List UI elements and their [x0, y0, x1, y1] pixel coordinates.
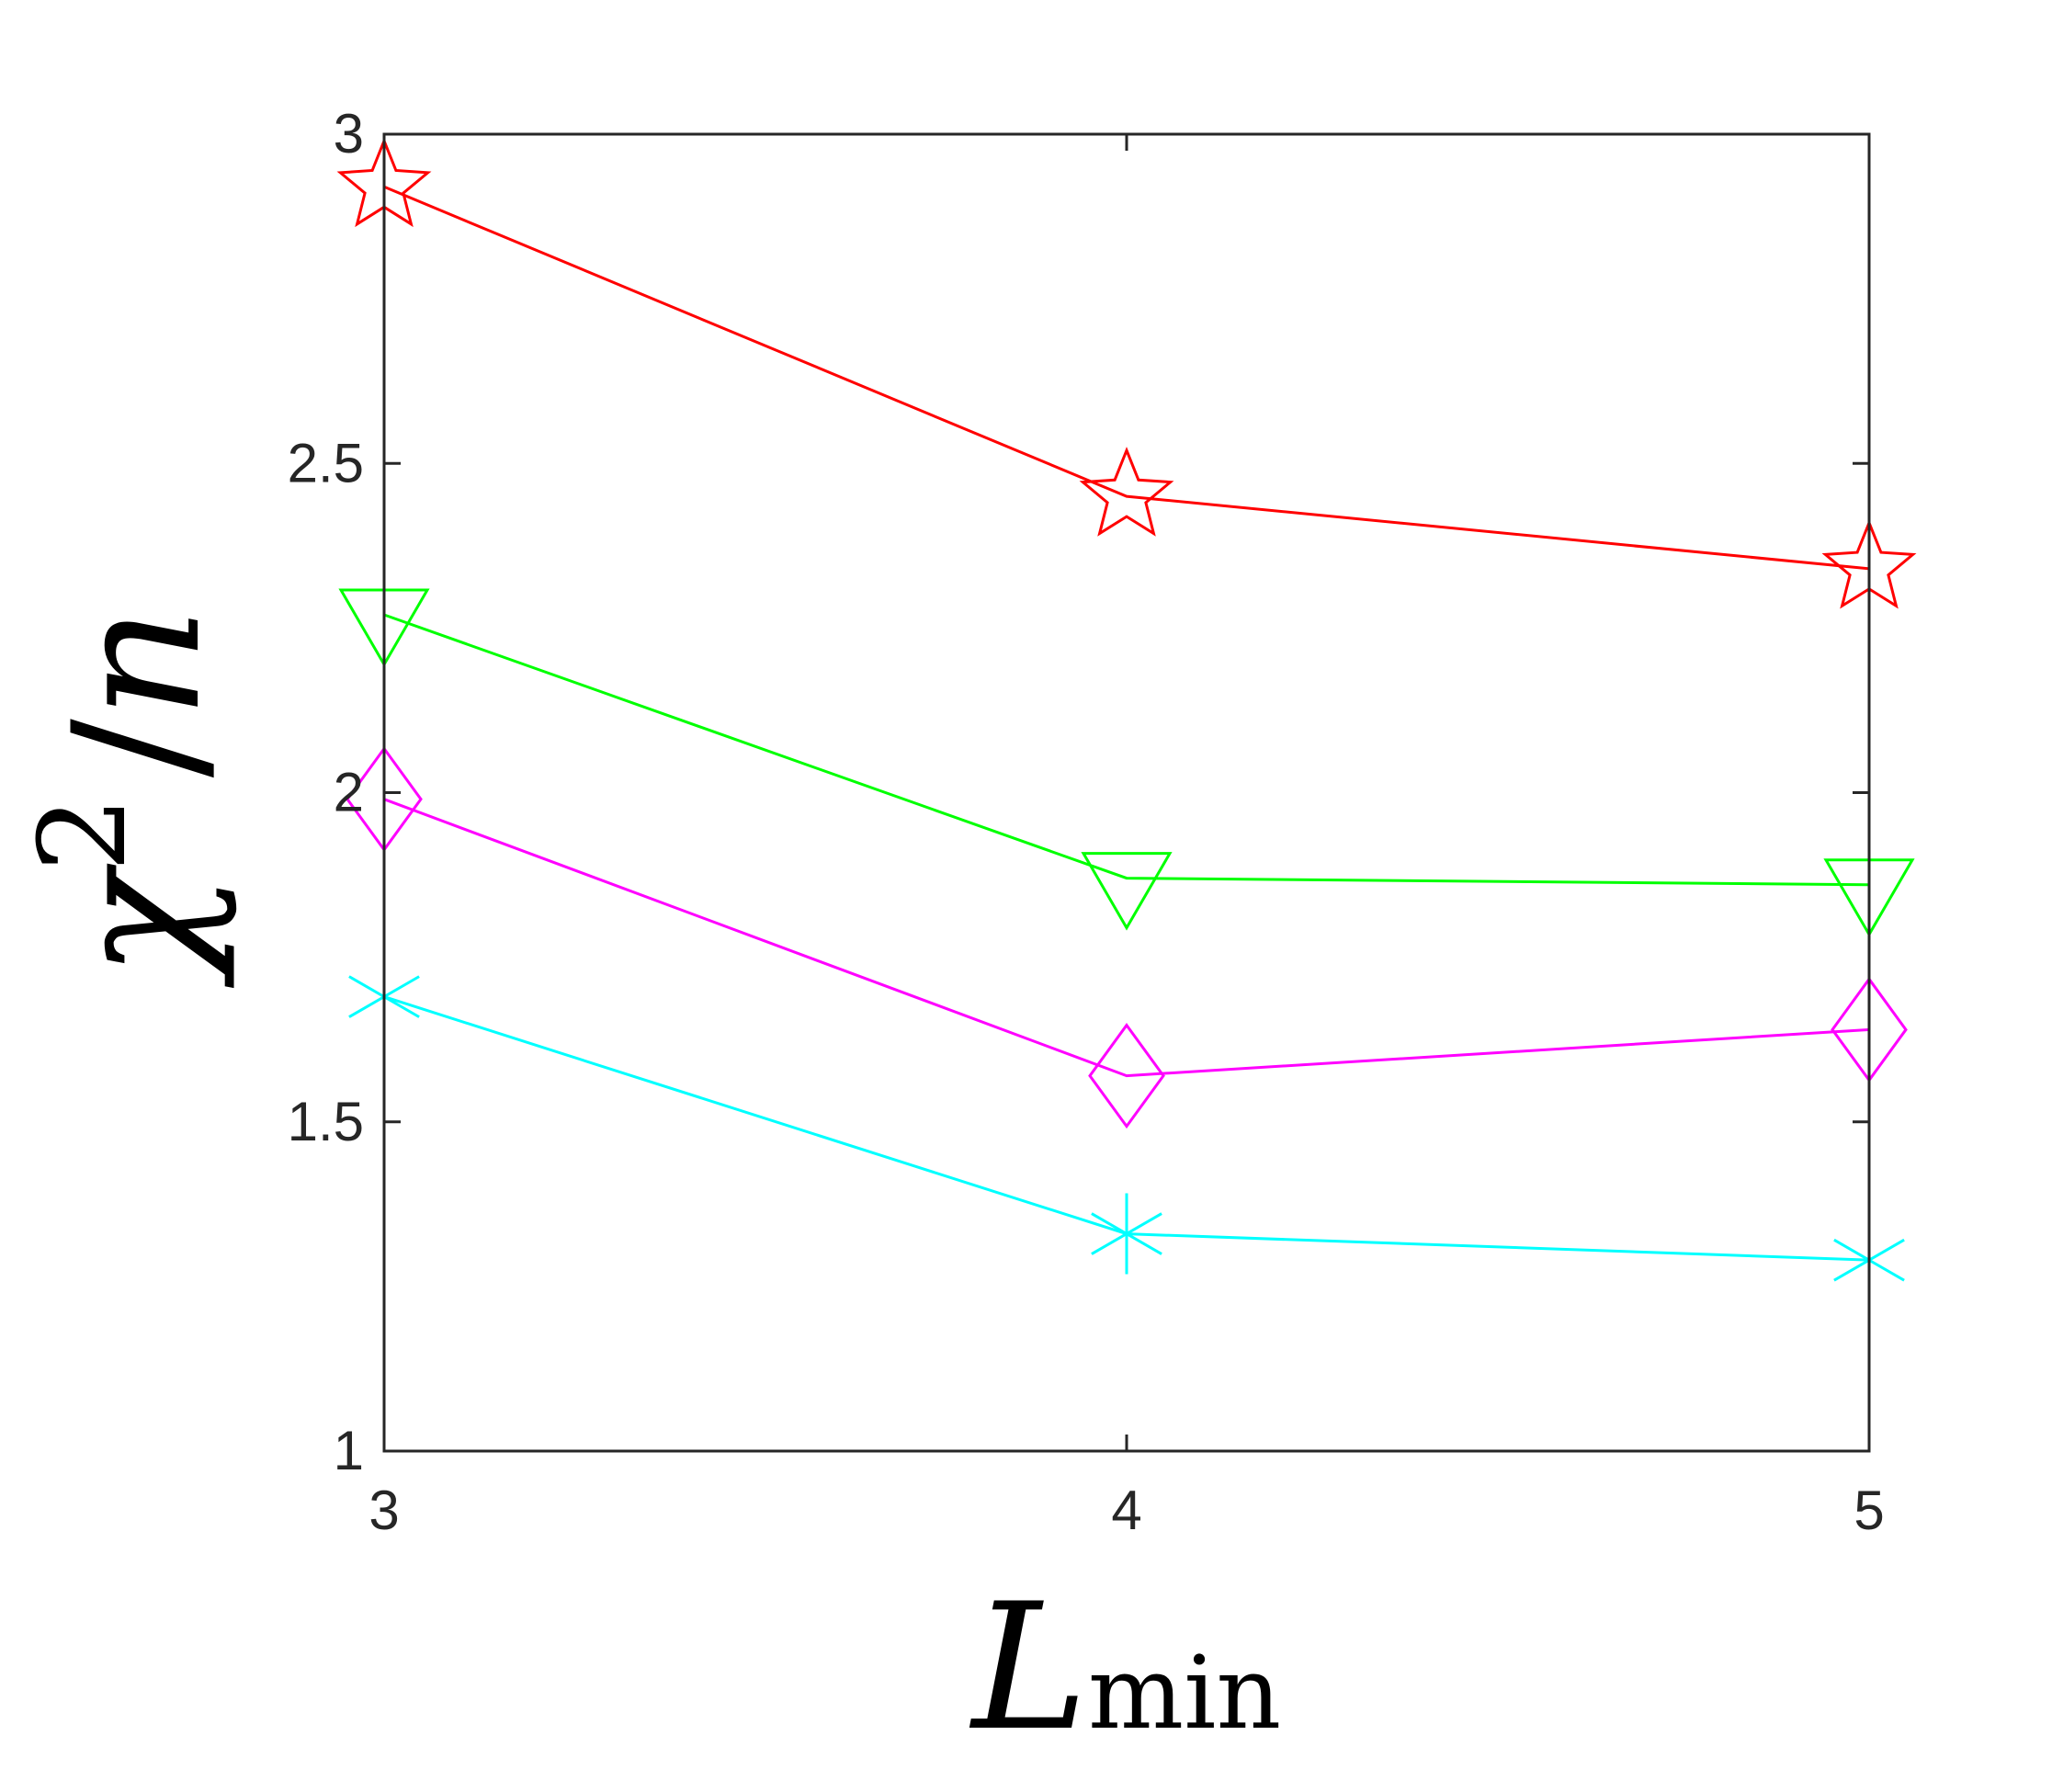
- y-label-denom: n: [36, 607, 239, 719]
- x-tick-label: 4: [1111, 1480, 1141, 1541]
- y-label-sup: 2: [13, 796, 153, 872]
- series-line: [383, 185, 1870, 571]
- x-label-sub: min: [1088, 1634, 1281, 1752]
- x-tick-label: 3: [368, 1480, 399, 1541]
- data-point-asterisk-icon: [1091, 1193, 1162, 1275]
- svg-text:χ2/n: χ2 /n: [13, 607, 239, 989]
- y-tick-label: 3: [334, 103, 364, 164]
- x-axis-label: Lmin: [969, 1566, 1282, 1769]
- data-point-triangle-down-icon: [1081, 852, 1173, 931]
- series-0: [336, 137, 1917, 609]
- series-line: [383, 798, 1870, 1078]
- y-tick-label: 1: [334, 1420, 364, 1481]
- x-label-main: L: [969, 1566, 1088, 1769]
- y-tick-label: 2.5: [288, 432, 364, 493]
- ticks-layer: 3 4 5 1 1.5 2 2.5 3: [288, 103, 1885, 1541]
- asterisk-stroke: [1091, 1212, 1162, 1255]
- y-axis-label: χ2 /n: [13, 607, 239, 989]
- series-layer: [336, 137, 1917, 1301]
- series-1: [338, 588, 1915, 937]
- series-2: [346, 746, 1908, 1129]
- svg-text:Lmin: Lmin: [969, 1566, 1282, 1769]
- y-label-slash: /: [36, 718, 239, 777]
- y-label-base: χ: [36, 863, 239, 989]
- data-point-diamond-icon: [1088, 1023, 1165, 1129]
- x-tick-label: 5: [1854, 1480, 1884, 1541]
- series-line: [383, 613, 1870, 887]
- y-tick-label: 1.5: [288, 1091, 364, 1152]
- y-tick-label: 2: [334, 762, 364, 823]
- data-point-star-icon: [1079, 447, 1174, 537]
